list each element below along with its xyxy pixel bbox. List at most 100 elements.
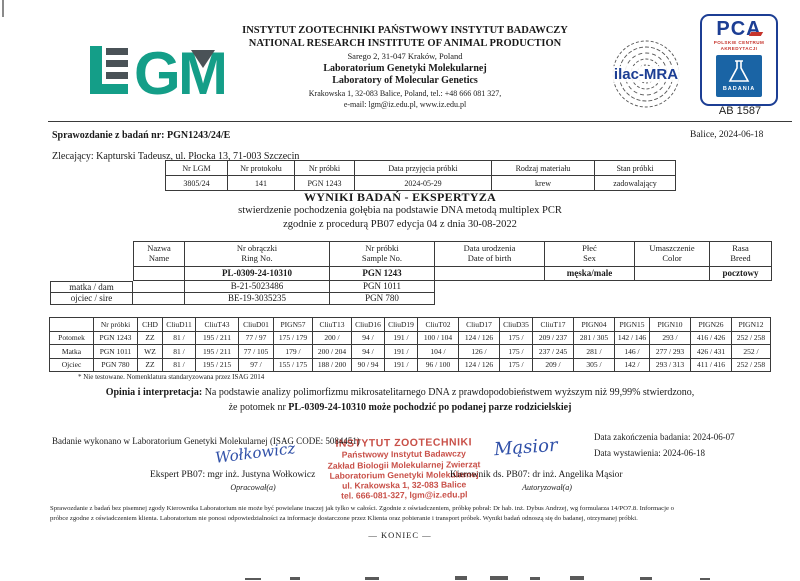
scan-artifact (640, 577, 652, 580)
allele-cell: ZZ (137, 330, 163, 345)
hdr-en: Color (662, 253, 682, 263)
lab-name-en: Laboratory of Molecular Genetics (332, 75, 478, 87)
marker-header: PIGN10 (649, 317, 691, 332)
offspring-sample: PGN 1243 (330, 267, 435, 281)
allele-cell: 81 / (162, 357, 196, 372)
head-role: Autoryzował(a) (522, 483, 572, 492)
allele-cell: 96 / 100 (417, 357, 459, 372)
pca-red-accent (748, 32, 764, 36)
opinion-text-2: że potomek nr (228, 402, 289, 413)
lab-address: Krakowska 1, 32-083 Balice, Poland, tel.… (308, 88, 502, 98)
hdr-pl: Nr próbki (365, 243, 399, 254)
hdr-pl: Umaszczenie (649, 243, 695, 254)
report-place-date: Balice, 2024-06-18 (690, 130, 764, 140)
hdr-pl: Nr obrączki (236, 243, 278, 254)
institute-name-pl: INSTYTUT ZOOTECHNIKI PAŃSTWOWY INSTYTUT … (242, 25, 568, 36)
allele-cell: 175 / 179 (273, 330, 313, 345)
marker-header: CliuT13 (312, 317, 352, 332)
allele-cell: 200 / 204 (312, 344, 352, 359)
allele-cell: 277 / 293 (649, 344, 691, 359)
cell-value: zadowalający (594, 175, 676, 191)
allele-cell: 293 / (649, 330, 691, 345)
allele-cell: 90 / 94 (351, 357, 385, 372)
hdr-en: Sample No. (361, 253, 403, 263)
allele-cell: PGN 1011 (93, 344, 138, 359)
ped-header-sex: Płeć Sex (545, 241, 635, 267)
genotype-row-offspring: Potomek PGN 1243 ZZ 81 / 195 / 211 77 / … (49, 330, 771, 345)
opinion-text-1: Na podstawie analizy polimorfizmu mikros… (202, 387, 695, 398)
marker-header: PIGN12 (731, 317, 771, 332)
allele-cell: 191 / (384, 357, 418, 372)
allele-cell: 426 / 431 (690, 344, 732, 359)
pca-badge: PCA POLSKIE CENTRUM AKREDYTACJI BADANIA (700, 14, 778, 106)
allele-cell: 293 / 313 (649, 357, 691, 372)
genotype-table: Nr próbki CHD CliuD11 CliuT43 CliuD01 PI… (49, 317, 771, 372)
allele-cell: 77 / 97 (238, 330, 274, 345)
genotype-header-row: Nr próbki CHD CliuD11 CliuT43 CliuD01 PI… (49, 317, 771, 332)
hdr-en: Name (148, 253, 170, 263)
ped-header-name: Nazwa Name (133, 241, 185, 267)
scan-artifact (455, 576, 467, 580)
dates-block: Data zakończenia badania: 2024-06-07 Dat… (594, 430, 735, 461)
marker-header: PIGN57 (273, 317, 313, 332)
spacer (710, 281, 772, 293)
flask-icon (728, 60, 750, 83)
allele-cell: 124 / 126 (458, 357, 500, 372)
allele-cell: ZZ (137, 357, 163, 372)
opinion-conclusion: PL-0309-24-10310 może pochodzić po podan… (288, 402, 572, 413)
offspring-breed: pocztowy (710, 267, 772, 281)
sample-info-value-row: 3805/24 141 PGN 1243 2024-05-29 krew zad… (165, 175, 676, 191)
spacer (50, 241, 133, 267)
pca-title: PCA (702, 19, 776, 39)
marker-header: CliuD16 (351, 317, 385, 332)
end-mark: — KONIEC — (368, 530, 432, 540)
allele-cell: PGN 1243 (93, 330, 138, 345)
allele-cell: 209 / 237 (532, 330, 574, 345)
dam-label: matka / dam (50, 281, 133, 293)
spacer (635, 281, 710, 293)
allele-cell: 195 / 215 (195, 357, 239, 372)
dam-ring: B-21-5023486 (185, 281, 330, 293)
sample-info-header-row: Nr LGM Nr protokołu Nr próbki Data przyj… (165, 160, 676, 176)
marker-header: PIGN04 (573, 317, 615, 332)
marker-header: CHD (137, 317, 163, 332)
allele-cell: 94 / (351, 344, 385, 359)
cell-value: PGN 1243 (294, 175, 355, 191)
results-subtitle-1: stwierdzenie pochodzenia gołębia na pods… (238, 205, 562, 216)
ilac-mra-seal: ilac-MRA (608, 36, 684, 112)
ped-header-birth: Data urodzenia Date of birth (435, 241, 545, 267)
offspring-color (635, 267, 710, 281)
allele-cell: 416 / 426 (690, 330, 732, 345)
allele-cell: 195 / 211 (195, 344, 239, 359)
svg-text:ilac-MRA: ilac-MRA (614, 66, 678, 83)
results-subtitle-2: zgodnie z procedurą PB07 edycja 04 z dni… (283, 219, 517, 230)
allele-cell: 97 / (238, 357, 274, 372)
marker-header: CliuT17 (532, 317, 574, 332)
scan-artifact (365, 577, 379, 580)
scan-artifact (570, 576, 584, 580)
allele-cell: 175 / (499, 330, 533, 345)
dam-name (133, 281, 185, 293)
marker-header: Nr próbki (93, 317, 138, 332)
allele-cell: 142 / 146 (614, 330, 650, 345)
marker-header: CliuT02 (417, 317, 459, 332)
cell-value: 141 (227, 175, 295, 191)
marker-header: PIGN15 (614, 317, 650, 332)
allele-cell: 175 / (499, 344, 533, 359)
results-title: WYNIKI BADAŃ - EKSPERTYZA (303, 190, 497, 204)
sire-ring: BE-19-3035235 (185, 293, 330, 305)
spacer (710, 293, 772, 305)
ped-header-breed: Rasa Breed (710, 241, 772, 267)
dam-sample: PGN 1011 (330, 281, 435, 293)
expert-role: Opracował(a) (230, 483, 276, 492)
spacer (545, 293, 635, 305)
ped-header-sample: Nr próbki Sample No. (330, 241, 435, 267)
report-number: Sprawozdanie z badań nr: PGN1243/24/E (52, 130, 231, 141)
hdr-pl: Płeć (582, 243, 597, 254)
allele-cell: 252 / (731, 344, 771, 359)
marker-header: CliuT43 (195, 317, 239, 332)
marker-header: CliuD17 (458, 317, 500, 332)
ilac-mra-icon: ilac-MRA (610, 40, 682, 108)
hdr-pl: Nazwa (147, 243, 171, 254)
